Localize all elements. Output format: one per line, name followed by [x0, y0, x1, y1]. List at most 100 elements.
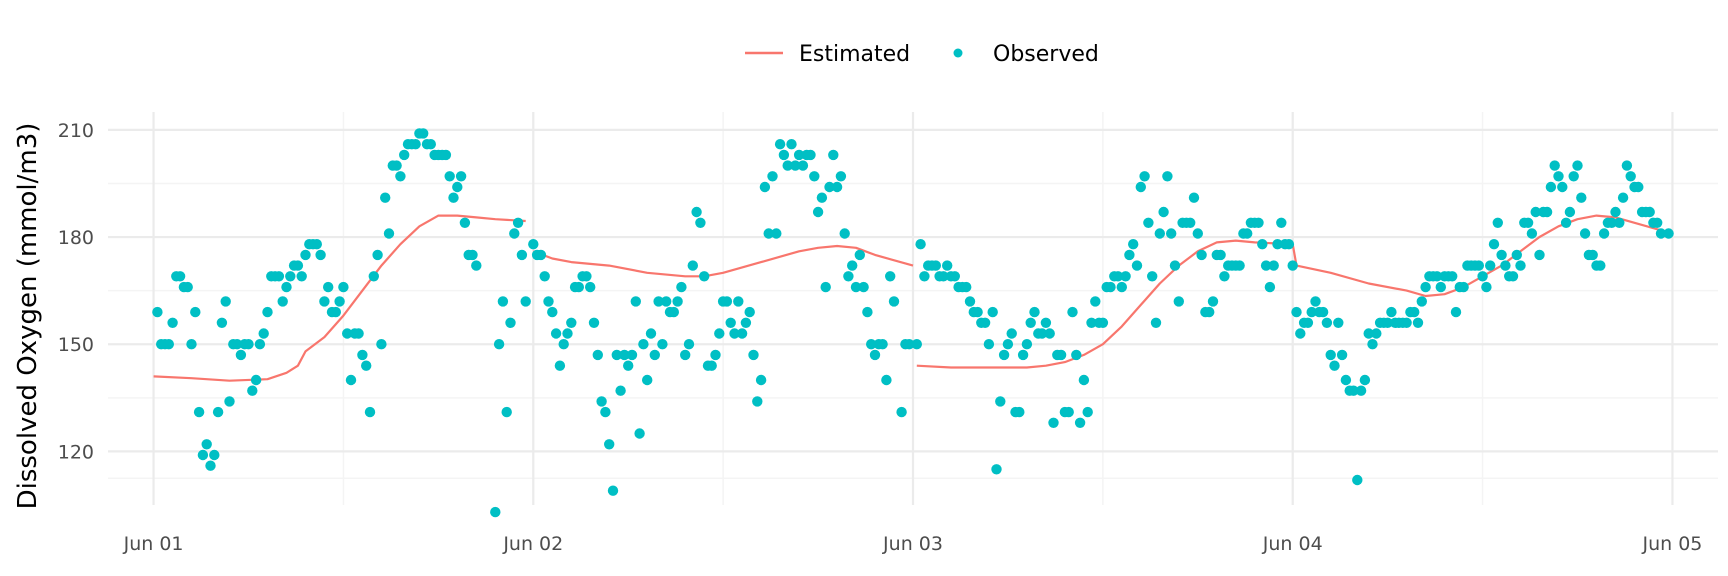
observed-point — [687, 260, 698, 271]
observed-point — [558, 339, 569, 350]
observed-point — [273, 271, 285, 282]
observed-point — [1617, 192, 1629, 203]
observed-point — [752, 396, 763, 407]
observed-point — [1272, 239, 1283, 250]
observed-point — [645, 328, 657, 339]
observed-point — [979, 317, 991, 328]
observed-point — [516, 249, 528, 261]
observed-point — [626, 349, 638, 361]
observed-point — [930, 260, 941, 271]
observed-point — [1500, 260, 1511, 271]
observed-point — [1355, 385, 1367, 396]
observed-point — [847, 260, 858, 271]
observed-point — [877, 339, 888, 350]
observed-point — [444, 171, 455, 182]
observed-point — [831, 181, 843, 193]
x-tick-label: Jun 04 — [1262, 533, 1323, 555]
observed-point — [1625, 171, 1636, 182]
observed-point — [528, 239, 539, 250]
observed-point — [395, 171, 406, 182]
observed-point — [1340, 374, 1352, 386]
observed-point — [1560, 217, 1572, 228]
observed-point — [588, 317, 600, 328]
observed-point — [1086, 317, 1097, 328]
observed-point — [1336, 349, 1348, 361]
observed-point — [235, 349, 247, 361]
observed-point — [1040, 317, 1052, 328]
observed-point — [1447, 271, 1458, 282]
observed-point — [505, 317, 516, 328]
observed-point — [1302, 317, 1314, 328]
observed-point — [1067, 306, 1078, 318]
y-tick-label: 180 — [58, 227, 94, 249]
observed-point — [1310, 296, 1321, 307]
observed-point — [904, 339, 915, 350]
observed-point — [991, 464, 1002, 475]
observed-point — [1473, 260, 1485, 271]
observed-point — [987, 306, 998, 318]
observed-point — [1595, 260, 1606, 271]
observed-point — [585, 281, 596, 293]
observed-point — [152, 306, 163, 318]
y-axis-title: Dissolved Oxygen (mmol/m3) — [13, 123, 43, 510]
observed-point — [1420, 281, 1431, 293]
observed-point — [1507, 271, 1519, 282]
observed-point — [1333, 317, 1344, 328]
observed-point — [543, 296, 554, 307]
observed-point — [243, 339, 254, 350]
observed-point — [725, 317, 736, 328]
observed-point — [1124, 249, 1135, 261]
observed-point — [774, 139, 786, 150]
observed-point — [630, 296, 641, 307]
observed-point — [778, 149, 790, 161]
observed-point — [1063, 406, 1074, 418]
observed-point — [812, 206, 824, 218]
observed-point — [695, 217, 706, 228]
observed-point — [771, 228, 782, 239]
observed-point — [1526, 228, 1538, 239]
observed-point — [338, 281, 349, 293]
observed-point — [1367, 339, 1378, 350]
observed-point — [1257, 239, 1268, 250]
observed-point — [835, 171, 847, 182]
y-tick-label: 210 — [58, 120, 94, 142]
observed-point — [1295, 328, 1306, 339]
observed-point — [1412, 317, 1424, 328]
observed-point — [1173, 296, 1185, 307]
observed-point — [1450, 306, 1462, 318]
observed-point — [888, 296, 900, 307]
observed-point — [642, 374, 653, 386]
observed-point — [1291, 306, 1302, 318]
estimated-line — [532, 244, 914, 278]
observed-point — [1188, 192, 1200, 203]
observed-point — [1025, 317, 1036, 328]
observed-point — [1329, 360, 1340, 371]
observed-point — [186, 339, 197, 350]
observed-point — [391, 160, 402, 171]
observed-point — [296, 271, 307, 282]
observed-point — [1192, 228, 1204, 239]
observed-point — [885, 271, 896, 282]
observed-point — [376, 339, 387, 350]
observed-point — [896, 406, 907, 418]
observed-point — [1579, 228, 1591, 239]
observed-point — [881, 374, 892, 386]
observed-point — [258, 328, 269, 339]
observed-point — [250, 374, 262, 386]
observed-point — [410, 139, 421, 150]
observed-point — [501, 406, 512, 418]
observed-point — [323, 281, 334, 293]
observed-point — [1097, 317, 1109, 328]
observed-point — [1568, 171, 1579, 182]
observed-point — [399, 149, 410, 161]
observed-point — [262, 306, 273, 318]
observed-point — [224, 396, 235, 407]
observed-point — [649, 349, 660, 361]
observed-point — [281, 281, 292, 293]
observed-point — [938, 271, 949, 282]
observed-point — [1128, 239, 1139, 250]
observed-point — [1325, 349, 1336, 361]
x-tick-label: Jun 03 — [882, 533, 943, 555]
observed-point — [1219, 271, 1230, 282]
